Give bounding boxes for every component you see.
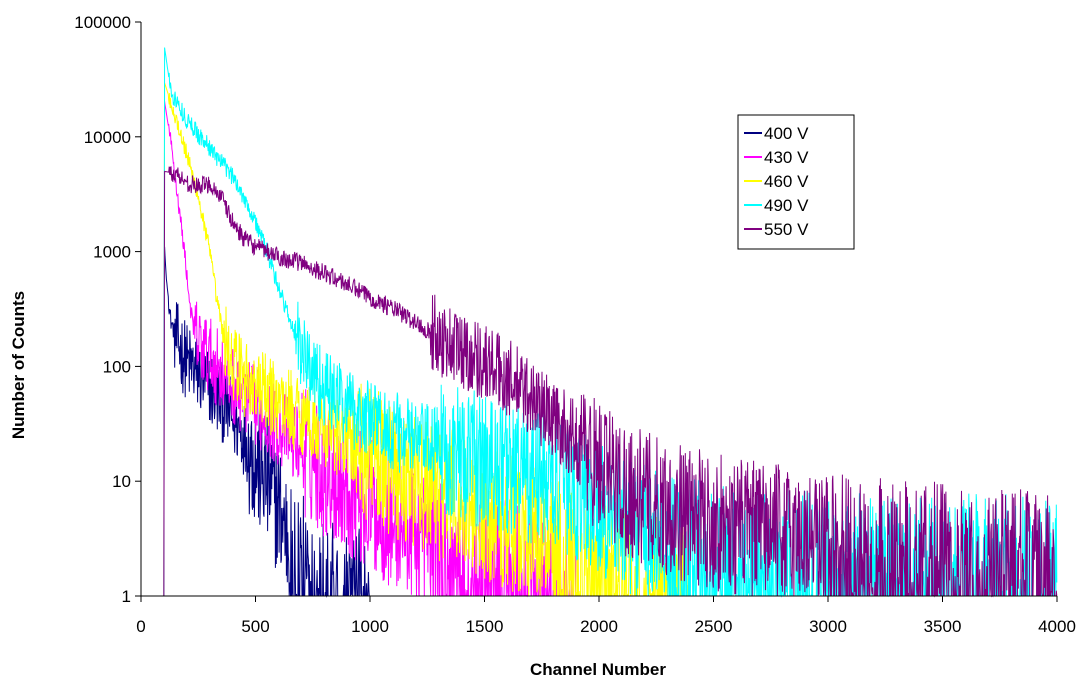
- legend-label: 460 V: [764, 172, 809, 191]
- y-tick-label: 100000: [74, 13, 131, 32]
- x-tick-label: 2000: [580, 617, 618, 636]
- x-tick-label: 0: [136, 617, 145, 636]
- y-axis: 1 10 100 1000 10000 100000: [74, 13, 142, 606]
- legend-label: 430 V: [764, 148, 809, 167]
- x-axis-title: Channel Number: [530, 660, 666, 679]
- y-tick-label: 1000: [93, 243, 131, 262]
- y-axis-title: Number of Counts: [9, 291, 28, 439]
- x-tick-label: 1000: [351, 617, 389, 636]
- legend-label: 400 V: [764, 124, 809, 143]
- y-tick-label: 1: [122, 587, 131, 606]
- series-line-460-v: [163, 82, 691, 597]
- legend: 400 V 430 V 460 V 490 V 550 V: [737, 114, 855, 250]
- x-tick-label: 3000: [809, 617, 847, 636]
- plot-area: [163, 47, 1058, 598]
- x-tick-label: 500: [241, 617, 269, 636]
- x-tick-label: 3500: [924, 617, 962, 636]
- x-axis: 0 500 1000 1500 2000 2500 3000 3500 4000: [136, 595, 1076, 636]
- y-tick-label: 10: [112, 472, 131, 491]
- x-tick-label: 2500: [695, 617, 733, 636]
- legend-label: 490 V: [764, 196, 809, 215]
- legend-label: 550 V: [764, 220, 809, 239]
- x-tick-label: 1500: [466, 617, 504, 636]
- y-tick-label: 100: [103, 357, 131, 376]
- x-tick-label: 4000: [1038, 617, 1076, 636]
- y-tick-label: 10000: [84, 128, 131, 147]
